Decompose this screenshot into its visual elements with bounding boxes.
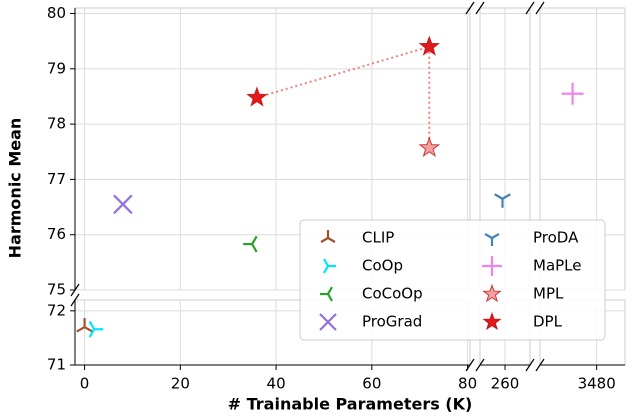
marker-stroke (122, 203, 133, 215)
x-tick-label: 60 (362, 375, 381, 393)
marker-stroke (323, 265, 329, 274)
x-tick-label: 80 (458, 375, 477, 393)
break-mark (525, 358, 535, 372)
marker-stroke (251, 235, 258, 245)
legend-marker (484, 233, 500, 246)
legend-marker (323, 258, 336, 274)
marker-stroke (320, 237, 329, 243)
y-tick-label: 79 (47, 59, 66, 77)
y-tick-label: 72 (47, 301, 66, 319)
marker-stroke (122, 194, 133, 206)
x-tick-label: 40 (267, 375, 286, 393)
legend-marker (482, 283, 502, 303)
marker-star (418, 35, 441, 56)
marker-stroke (327, 321, 337, 331)
legend: CLIP CoOp CoCoOp ProGrad ProDA MaPLe MPL DPL (299, 219, 606, 341)
marker-stroke (484, 233, 493, 239)
point (494, 193, 511, 208)
marker-stroke (494, 193, 504, 200)
y-tick-label: 75 (47, 281, 66, 299)
x-tick-label: 260 (491, 375, 520, 393)
x-tick-label: 20 (171, 375, 190, 393)
x-tick-label: 3480 (578, 375, 616, 393)
marker-stroke (323, 258, 329, 267)
x-axis-label: # Trainable Parameters (K) (228, 395, 473, 414)
y-tick-label: 76 (47, 225, 66, 243)
legend-label: CoOp (362, 257, 403, 275)
marker-stroke (88, 328, 96, 338)
point (243, 235, 258, 253)
break-mark (525, 1, 535, 15)
break-mark (70, 293, 80, 307)
marker-stroke (501, 193, 511, 200)
marker-stroke (327, 237, 336, 243)
point (88, 320, 104, 338)
point (561, 82, 584, 105)
break-mark (475, 1, 485, 15)
legend-marker (482, 311, 502, 331)
legend-label: DPL (533, 313, 563, 331)
point (418, 35, 441, 56)
y-tick-label: 80 (47, 4, 66, 22)
break-mark (70, 283, 80, 297)
marker-stroke (113, 194, 124, 206)
marker-stroke (327, 313, 337, 323)
y-tick-label: 71 (47, 356, 66, 374)
legend-marker (320, 230, 336, 243)
marker-stroke (76, 326, 86, 333)
point (113, 194, 133, 215)
break-mark (535, 358, 545, 372)
legend-label: ProDA (533, 229, 579, 247)
marker-stroke (491, 233, 500, 239)
point (418, 136, 441, 158)
y-tick-label: 78 (47, 115, 66, 133)
break-mark (475, 358, 485, 372)
marker-stroke (251, 243, 258, 253)
marker-star (418, 136, 441, 158)
legend-label: CLIP (362, 229, 394, 247)
marker-stroke (113, 203, 124, 215)
legend-label: ProGrad (362, 313, 422, 331)
break-mark (465, 358, 475, 372)
legend-box (299, 219, 606, 341)
marker-stroke (327, 286, 333, 295)
y-axis-label: Harmonic Mean (6, 118, 25, 259)
break-mark (465, 1, 475, 15)
marker-stroke (319, 313, 329, 323)
marker-stroke (319, 321, 329, 331)
legend-marker (320, 286, 333, 302)
x-tick-label: 0 (80, 375, 90, 393)
marker-stroke (88, 320, 96, 330)
point (76, 318, 93, 333)
marker-stroke (327, 293, 333, 302)
legend-label: MPL (533, 285, 564, 303)
legend-marker (319, 313, 337, 331)
y-tick-label: 77 (47, 170, 66, 188)
legend-label: CoCoOp (362, 285, 423, 303)
legend-label: MaPLe (533, 257, 582, 275)
marker-star (482, 283, 502, 303)
point (246, 86, 268, 107)
marker-stroke (84, 326, 93, 333)
marker-star (482, 311, 502, 331)
marker-star (246, 86, 268, 107)
legend-marker (482, 256, 502, 276)
break-mark (535, 1, 545, 15)
